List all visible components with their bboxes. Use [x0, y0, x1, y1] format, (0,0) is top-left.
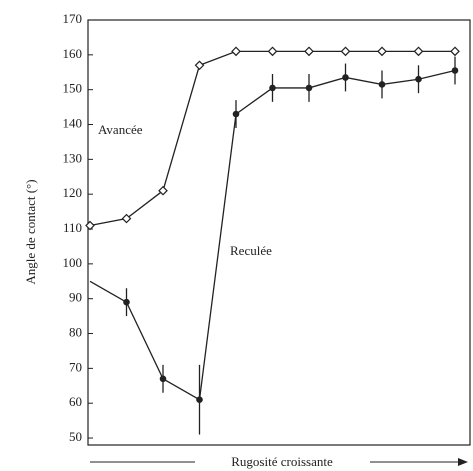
marker [378, 81, 386, 88]
arrow-head [458, 458, 468, 466]
marker [194, 60, 205, 71]
marker [413, 46, 424, 57]
marker [158, 185, 168, 196]
y-tick-label: 140 [63, 115, 83, 130]
y-tick-label: 50 [69, 429, 82, 444]
y-tick-label: 80 [69, 325, 82, 340]
series-line [89, 69, 456, 401]
y-tick-label: 100 [63, 255, 83, 270]
y-tick-label: 90 [69, 290, 82, 305]
marker [450, 46, 460, 57]
marker [121, 213, 132, 224]
y-tick-label: 110 [63, 220, 82, 235]
marker [305, 84, 313, 92]
marker [85, 220, 95, 231]
marker [342, 74, 349, 81]
marker [196, 396, 203, 404]
marker [123, 298, 130, 306]
marker [269, 84, 276, 92]
y-tick-label: 130 [63, 150, 83, 165]
x-axis-label: Rugosité croissante [231, 454, 333, 469]
marker [231, 46, 241, 57]
y-tick-label: 170 [63, 11, 83, 26]
marker [304, 46, 314, 57]
y-tick-label: 150 [63, 81, 83, 96]
annotation: Avancée [98, 122, 143, 137]
marker [267, 46, 278, 57]
y-tick-label: 160 [63, 46, 83, 61]
annotation: Reculée [230, 243, 272, 258]
y-axis-label: Angle de contact (°) [23, 179, 38, 284]
plot-frame [87, 19, 471, 446]
marker [159, 375, 167, 383]
marker [340, 46, 351, 57]
marker [232, 110, 240, 118]
y-tick-label: 60 [69, 394, 82, 409]
marker [451, 67, 459, 74]
y-tick-label: 70 [69, 359, 82, 374]
marker [415, 75, 422, 83]
y-tick-label: 120 [63, 185, 83, 200]
marker [377, 46, 387, 57]
